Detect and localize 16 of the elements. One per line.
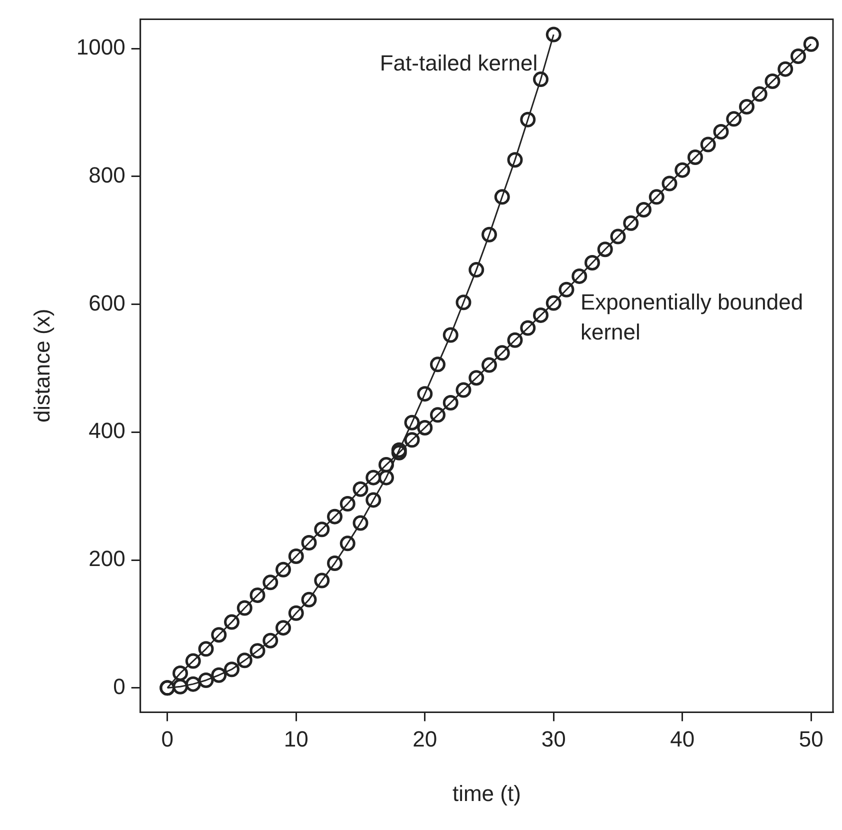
series-label: Fat-tailed kernel [380, 50, 538, 76]
x-tick-label: 20 [412, 726, 438, 752]
y-tick-label: 200 [88, 546, 126, 572]
y-tick-label: 0 [113, 674, 126, 699]
y-axis-title: distance (x) [29, 308, 54, 423]
x-tick-label: 40 [670, 726, 695, 752]
x-tick-label: 10 [284, 726, 308, 752]
y-tick-label: 400 [88, 418, 126, 444]
x-tick-label: 0 [161, 726, 174, 752]
x-axis-title: time (t) [452, 780, 521, 806]
y-tick-label: 600 [88, 290, 126, 316]
y-tick-label: 800 [88, 162, 126, 188]
x-tick-label: 50 [798, 726, 824, 752]
series-label: Exponentially bounded kernel [580, 290, 804, 345]
y-tick-label: 1000 [76, 34, 126, 60]
x-tick-label: 30 [541, 726, 566, 752]
